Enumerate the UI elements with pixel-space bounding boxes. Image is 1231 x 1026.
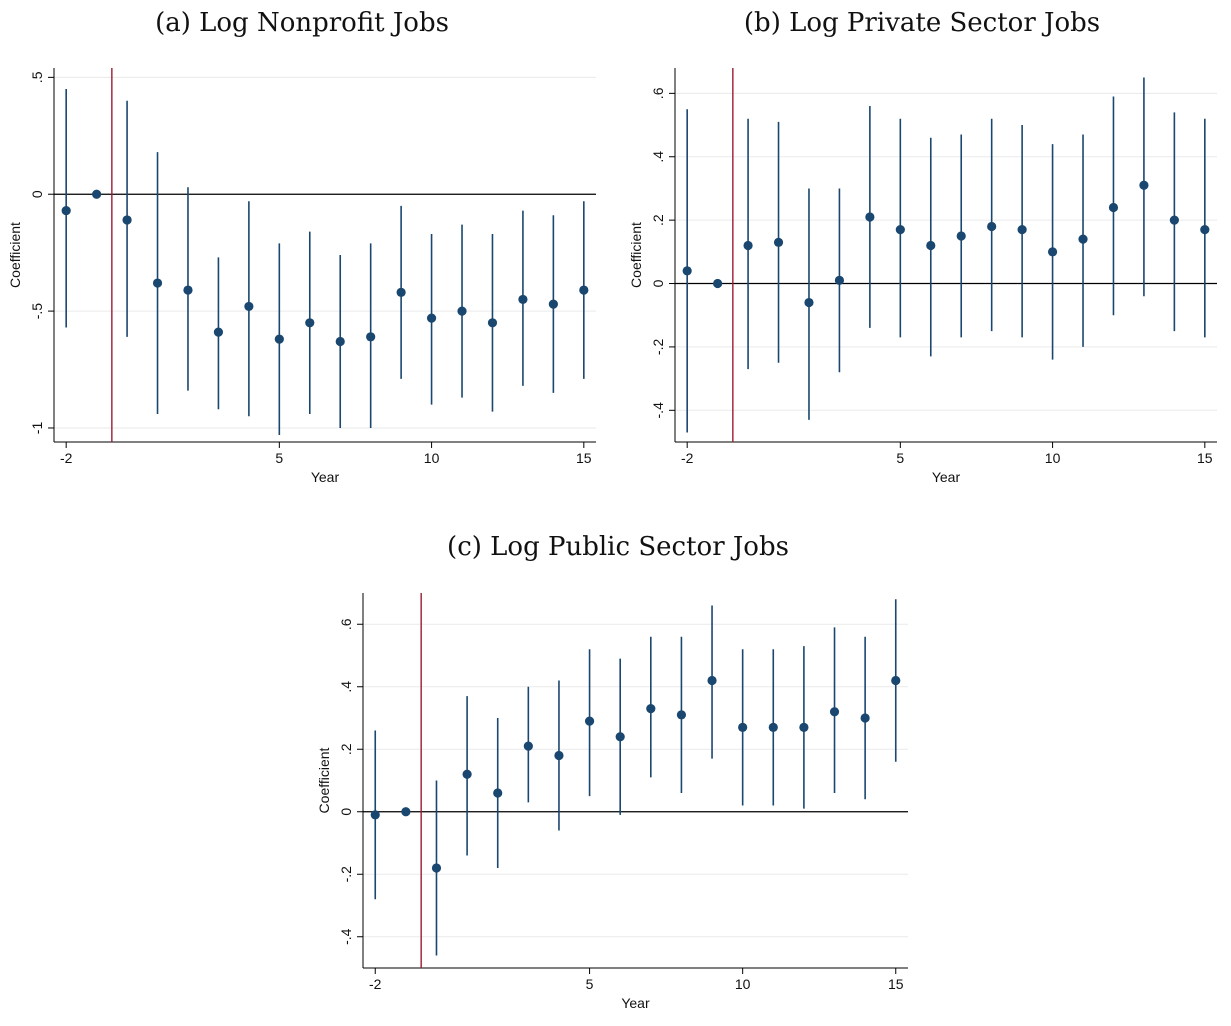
point-b-6 <box>865 212 875 222</box>
point-c-16 <box>860 713 870 723</box>
x-tick-label-a-2: 10 <box>424 450 440 466</box>
point-a-4 <box>183 285 193 295</box>
y-tick-label-b-3: .2 <box>650 214 666 226</box>
point-c-4 <box>493 788 503 798</box>
point-a-12 <box>426 313 437 323</box>
point-a-13 <box>457 306 467 316</box>
point-a-6 <box>244 301 254 312</box>
y-axis-label-b: Coefficient <box>628 222 644 288</box>
point-c-17 <box>891 675 901 686</box>
x-tick-label-a-0: -2 <box>60 450 73 466</box>
point-b-13 <box>1078 234 1088 244</box>
point-b-15 <box>1139 180 1149 190</box>
point-b-10 <box>987 221 997 232</box>
y-tick-label-b-1: -.2 <box>650 339 666 356</box>
x-tick-label-b-1: 5 <box>896 450 904 466</box>
point-c-6 <box>554 750 564 761</box>
point-a-1 <box>92 189 102 199</box>
point-c-7 <box>584 716 595 726</box>
point-a-17 <box>579 285 589 295</box>
point-c-12 <box>738 722 748 732</box>
point-b-14 <box>1108 202 1119 213</box>
point-c-10 <box>676 710 687 720</box>
y-tick-label-c-1: -.2 <box>338 866 354 883</box>
point-c-3 <box>462 769 472 779</box>
point-a-14 <box>487 318 498 328</box>
point-b-8 <box>926 240 936 251</box>
chart-title-a: (a) Log Nonprofit Jobs <box>155 8 449 38</box>
y-tick-label-a-3: .5 <box>29 71 45 83</box>
point-a-0 <box>61 205 71 216</box>
point-c-13 <box>768 722 778 732</box>
x-tick-label-c-0: -2 <box>369 976 382 992</box>
y-tick-label-a-1: -.5 <box>29 303 45 320</box>
point-b-12 <box>1047 247 1058 257</box>
point-b-9 <box>956 231 966 241</box>
y-tick-label-c-0: -.4 <box>338 928 354 945</box>
y-tick-label-b-4: .4 <box>650 151 666 163</box>
point-a-9 <box>335 336 345 347</box>
chart-title-c: (c) Log Public Sector Jobs <box>447 532 789 562</box>
point-c-1 <box>401 807 411 817</box>
point-a-2 <box>122 215 132 225</box>
point-a-16 <box>548 299 558 309</box>
point-b-7 <box>895 225 905 235</box>
point-a-10 <box>366 332 376 342</box>
x-tick-label-b-0: -2 <box>681 450 694 466</box>
x-axis-label-b: Year <box>932 469 961 485</box>
x-tick-label-c-2: 10 <box>735 976 751 992</box>
point-b-16 <box>1169 215 1179 225</box>
point-a-11 <box>396 287 406 297</box>
chart-title-b: (b) Log Private Sector Jobs <box>743 8 1101 38</box>
point-b-0 <box>682 266 692 276</box>
x-axis-label-a: Year <box>311 469 340 485</box>
y-tick-label-c-5: .6 <box>338 618 354 630</box>
point-c-5 <box>523 741 533 751</box>
point-a-8 <box>305 318 315 328</box>
point-b-2 <box>743 240 753 251</box>
y-tick-label-c-4: .4 <box>338 681 354 693</box>
y-axis-label-c: Coefficient <box>316 747 332 813</box>
x-tick-label-a-3: 15 <box>576 450 592 466</box>
point-c-11 <box>707 675 717 686</box>
point-c-14 <box>799 722 809 732</box>
x-tick-label-b-3: 15 <box>1197 450 1213 466</box>
point-b-11 <box>1017 225 1027 235</box>
point-a-3 <box>152 278 163 288</box>
y-tick-label-c-2: 0 <box>338 808 354 816</box>
x-tick-label-a-1: 5 <box>275 450 283 466</box>
point-b-17 <box>1200 225 1210 235</box>
point-a-15 <box>518 294 528 305</box>
y-tick-label-a-0: -1 <box>29 422 45 435</box>
point-b-1 <box>713 278 723 289</box>
point-c-9 <box>646 704 656 714</box>
x-axis-label-c: Year <box>621 995 650 1011</box>
point-a-5 <box>213 327 224 337</box>
point-c-8 <box>615 732 625 742</box>
y-tick-label-a-2: 0 <box>29 190 45 198</box>
point-b-3 <box>773 237 784 247</box>
x-tick-label-c-3: 15 <box>888 976 904 992</box>
point-c-2 <box>431 863 442 873</box>
point-a-7 <box>274 334 284 344</box>
y-tick-label-c-3: .2 <box>338 743 354 755</box>
point-b-5 <box>834 275 845 285</box>
y-axis-label-a: Coefficient <box>7 222 23 288</box>
x-tick-label-c-1: 5 <box>586 976 594 992</box>
y-tick-label-b-5: .6 <box>650 87 666 99</box>
y-tick-label-b-2: 0 <box>650 279 666 287</box>
x-tick-label-b-2: 10 <box>1045 450 1061 466</box>
point-c-15 <box>829 707 840 717</box>
y-tick-label-b-0: -.4 <box>650 402 666 419</box>
point-c-0 <box>370 810 380 820</box>
point-b-4 <box>804 297 814 308</box>
